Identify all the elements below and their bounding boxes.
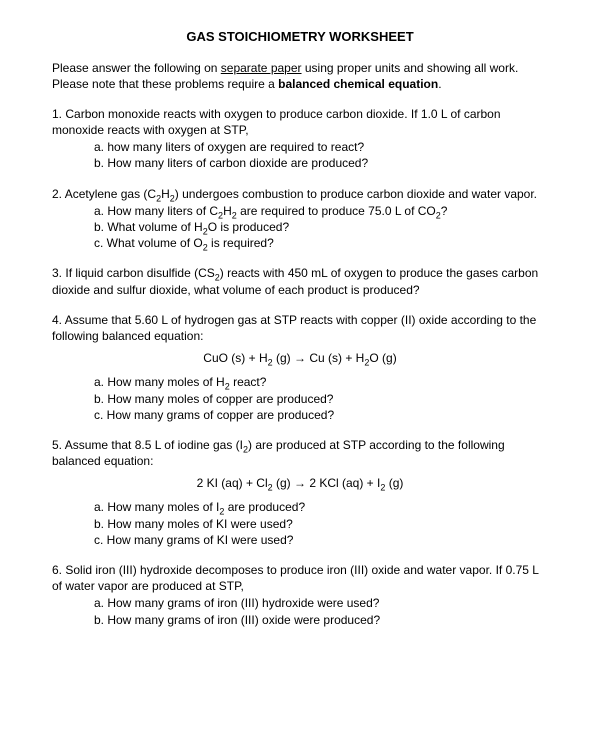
problem-4: 4. Assume that 5.60 L of hydrogen gas at… xyxy=(52,312,548,423)
problem-2-c: c. What volume of O2 is required? xyxy=(94,235,548,251)
p5-eq-1: 2 KI (aq) + Cl xyxy=(197,476,268,490)
problem-2-b: b. What volume of H2O is produced? xyxy=(94,219,548,235)
p5-eq-2: (g) → 2 KCl (aq) + I xyxy=(273,476,381,490)
problem-5-subs: a. How many moles of I2 are produced? b.… xyxy=(52,499,548,548)
problem-6-b: b. How many grams of iron (III) oxide we… xyxy=(94,612,548,628)
p5-a-pre: a. How many moles of I xyxy=(94,500,219,514)
p2-a-post: ? xyxy=(441,204,448,218)
problem-6-body: Solid iron (III) hydroxide decomposes to… xyxy=(52,563,539,593)
problem-3-pre: If liquid carbon disulfide (CS xyxy=(65,266,214,280)
problem-4-body: Assume that 5.60 L of hydrogen gas at ST… xyxy=(52,313,536,343)
problem-3-number: 3. xyxy=(52,266,62,280)
p4-a-pre: a. How many moles of H xyxy=(94,375,225,389)
intro-underline: separate paper xyxy=(221,61,302,75)
problem-5-number: 5. xyxy=(52,438,62,452)
problem-1-subs: a. how many liters of oxygen are require… xyxy=(52,139,548,171)
problem-5-a: a. How many moles of I2 are produced? xyxy=(94,499,548,515)
intro-paragraph: Please answer the following on separate … xyxy=(52,60,548,92)
problem-2-number: 2. xyxy=(52,187,62,201)
problem-2-post: ) undergoes combustion to produce carbon… xyxy=(175,187,537,201)
problem-4-c: c. How many grams of copper are produced… xyxy=(94,407,548,423)
p2-b-post: O is produced? xyxy=(208,220,289,234)
problem-2-text: 2. Acetylene gas (C2H2) undergoes combus… xyxy=(52,186,548,202)
problem-2-a: a. How many liters of C2H2 are required … xyxy=(94,203,548,219)
problem-6-number: 6. xyxy=(52,563,62,577)
problem-4-equation: CuO (s) + H2 (g) → Cu (s) + H2O (g) xyxy=(52,350,548,366)
problem-4-text: 4. Assume that 5.60 L of hydrogen gas at… xyxy=(52,312,548,344)
problem-4-a: a. How many moles of H2 react? xyxy=(94,374,548,390)
p2-a-mid: are required to produce 75.0 L of CO xyxy=(237,204,436,218)
intro-text-3: . xyxy=(438,77,441,91)
page-title: GAS STOICHIOMETRY WORKSHEET xyxy=(52,28,548,46)
problem-5-equation: 2 KI (aq) + Cl2 (g) → 2 KCl (aq) + I2 (g… xyxy=(52,475,548,491)
p2-c-pre: c. What volume of O xyxy=(94,236,203,250)
intro-text-1: Please answer the following on xyxy=(52,61,221,75)
problem-3: 3. If liquid carbon disulfide (CS2) reac… xyxy=(52,265,548,297)
p4-eq-3: O (g) xyxy=(369,351,396,365)
problem-1-number: 1. xyxy=(52,107,62,121)
p4-eq-1: CuO (s) + H xyxy=(203,351,267,365)
problem-5-c: c. How many grams of KI were used? xyxy=(94,532,548,548)
p4-eq-2: (g) → Cu (s) + H xyxy=(273,351,365,365)
intro-bold: balanced chemical equation xyxy=(278,77,438,91)
p2-c-post: is required? xyxy=(208,236,274,250)
problem-6-a: a. How many grams of iron (III) hydroxid… xyxy=(94,595,548,611)
problem-5-text: 5. Assume that 8.5 L of iodine gas (I2) … xyxy=(52,437,548,469)
problem-6-subs: a. How many grams of iron (III) hydroxid… xyxy=(52,595,548,627)
p2-a-pre: a. How many liters of C xyxy=(94,204,218,218)
problem-6: 6. Solid iron (III) hydroxide decomposes… xyxy=(52,562,548,628)
problem-5-b: b. How many moles of KI were used? xyxy=(94,516,548,532)
problem-2: 2. Acetylene gas (C2H2) undergoes combus… xyxy=(52,186,548,252)
problem-4-number: 4. xyxy=(52,313,62,327)
p4-a-post: react? xyxy=(230,375,267,389)
problem-2-subs: a. How many liters of C2H2 are required … xyxy=(52,203,548,252)
problem-1: 1. Carbon monoxide reacts with oxygen to… xyxy=(52,106,548,172)
problem-1-b: b. How many liters of carbon dioxide are… xyxy=(94,155,548,171)
problem-4-subs: a. How many moles of H2 react? b. How ma… xyxy=(52,374,548,423)
problem-6-text: 6. Solid iron (III) hydroxide decomposes… xyxy=(52,562,548,594)
problem-5: 5. Assume that 8.5 L of iodine gas (I2) … xyxy=(52,437,548,548)
problem-3-text: 3. If liquid carbon disulfide (CS2) reac… xyxy=(52,265,548,297)
problem-2-pre: Acetylene gas (C xyxy=(65,187,156,201)
problem-5-pre: Assume that 8.5 L of iodine gas (I xyxy=(65,438,243,452)
problem-1-text: 1. Carbon monoxide reacts with oxygen to… xyxy=(52,106,548,138)
p5-a-post: are produced? xyxy=(224,500,305,514)
p2-b-pre: b. What volume of H xyxy=(94,220,203,234)
problem-1-body: Carbon monoxide reacts with oxygen to pr… xyxy=(52,107,501,137)
problem-1-a: a. how many liters of oxygen are require… xyxy=(94,139,548,155)
p5-eq-3: (g) xyxy=(385,476,403,490)
problem-4-b: b. How many moles of copper are produced… xyxy=(94,391,548,407)
